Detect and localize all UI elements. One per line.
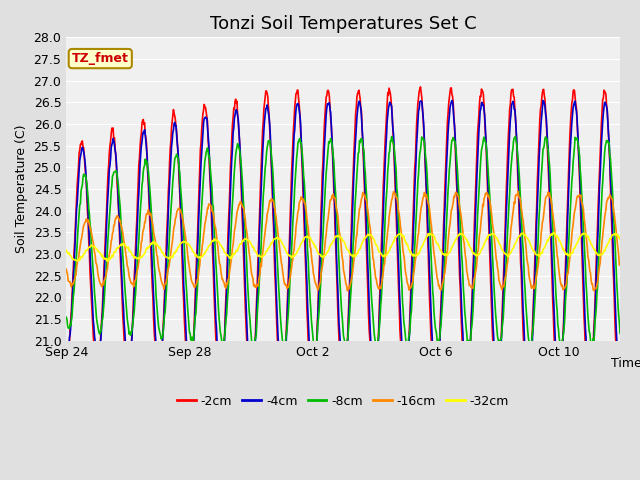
-4cm xyxy=(510,107,518,112)
-16cm xyxy=(264,209,271,215)
-32cm xyxy=(104,258,112,264)
-32cm xyxy=(377,250,385,256)
-2cm xyxy=(193,255,200,261)
-8cm xyxy=(83,176,90,182)
-16cm xyxy=(63,266,70,272)
Line: -2cm: -2cm xyxy=(67,87,620,397)
-16cm xyxy=(193,281,200,287)
-8cm xyxy=(193,298,200,304)
-2cm xyxy=(616,388,624,394)
-16cm xyxy=(377,286,385,291)
-2cm xyxy=(511,105,518,111)
-4cm xyxy=(377,283,385,288)
-4cm xyxy=(539,97,547,103)
-16cm xyxy=(616,262,624,267)
-32cm xyxy=(510,242,518,248)
-16cm xyxy=(294,215,301,220)
-2cm xyxy=(377,266,385,272)
-16cm xyxy=(510,199,518,205)
-16cm xyxy=(83,216,90,222)
-2cm xyxy=(417,84,424,90)
-4cm xyxy=(294,101,301,107)
-8cm xyxy=(510,135,518,141)
-8cm xyxy=(63,314,70,320)
Y-axis label: Soil Temperature (C): Soil Temperature (C) xyxy=(15,125,28,253)
-8cm xyxy=(377,302,385,308)
-8cm xyxy=(264,141,271,147)
-32cm xyxy=(264,246,272,252)
-2cm xyxy=(339,395,347,400)
-32cm xyxy=(616,237,624,242)
Line: -16cm: -16cm xyxy=(67,192,620,291)
-2cm xyxy=(63,359,70,364)
-32cm xyxy=(83,247,90,253)
-2cm xyxy=(294,87,301,93)
-8cm xyxy=(616,330,624,336)
-8cm xyxy=(279,346,287,351)
Line: -8cm: -8cm xyxy=(67,136,620,348)
-32cm xyxy=(193,254,201,260)
-16cm xyxy=(344,288,351,294)
-32cm xyxy=(294,247,302,253)
-4cm xyxy=(83,175,90,181)
-16cm xyxy=(514,189,522,194)
-4cm xyxy=(193,271,200,276)
Text: TZ_fmet: TZ_fmet xyxy=(72,52,129,65)
Legend: -2cm, -4cm, -8cm, -16cm, -32cm: -2cm, -4cm, -8cm, -16cm, -32cm xyxy=(172,390,514,412)
Line: -32cm: -32cm xyxy=(67,232,620,261)
-4cm xyxy=(264,106,271,111)
-2cm xyxy=(83,177,90,183)
Line: -4cm: -4cm xyxy=(67,100,620,384)
-4cm xyxy=(310,382,317,387)
X-axis label: Time: Time xyxy=(611,358,640,371)
Title: Tonzi Soil Temperatures Set C: Tonzi Soil Temperatures Set C xyxy=(210,15,476,33)
-4cm xyxy=(616,377,624,383)
-32cm xyxy=(550,229,558,235)
-8cm xyxy=(511,133,519,139)
-4cm xyxy=(63,351,70,357)
-2cm xyxy=(264,94,271,100)
-8cm xyxy=(294,140,302,146)
-32cm xyxy=(63,247,70,253)
